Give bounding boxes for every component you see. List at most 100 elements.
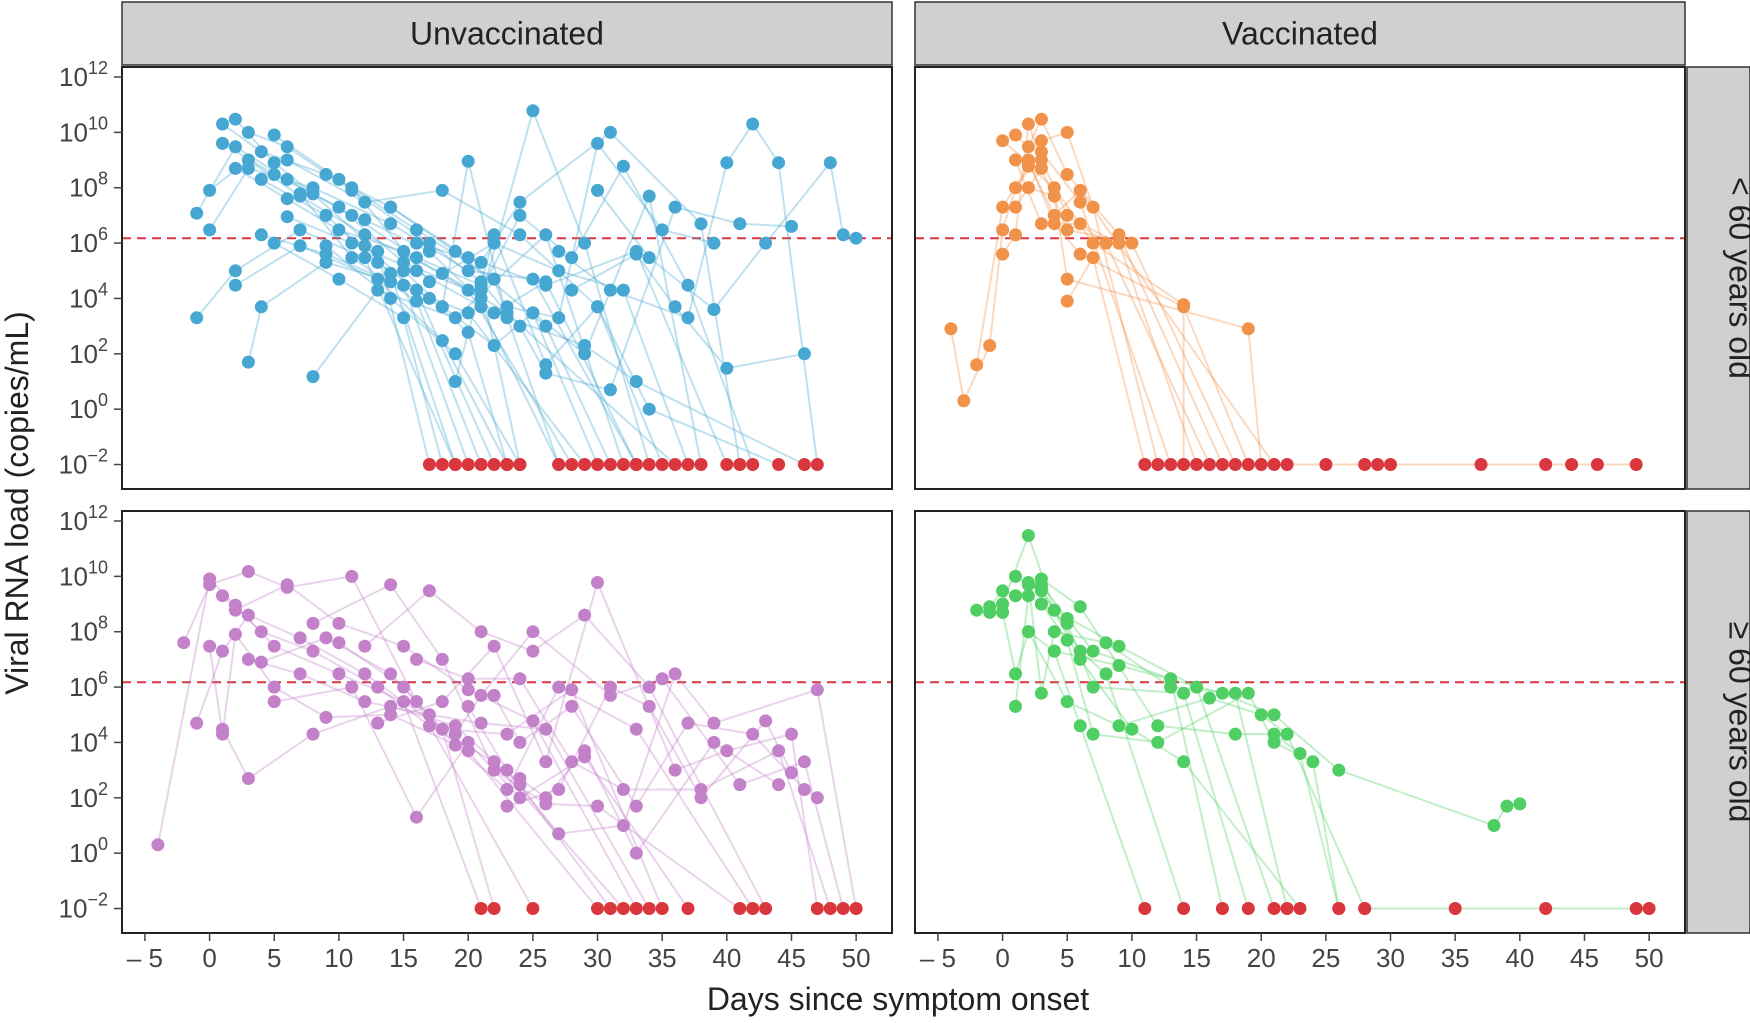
negative-point (1629, 458, 1643, 471)
data-point (254, 172, 268, 186)
y-tick-label: 106 (69, 668, 108, 702)
data-point (733, 778, 747, 792)
data-point (487, 688, 501, 702)
data-point (1086, 680, 1100, 694)
data-point (526, 104, 540, 118)
data-point (461, 325, 475, 339)
data-point (1060, 294, 1074, 308)
data-point (1073, 247, 1087, 261)
negative-point (448, 458, 462, 471)
y-tick-label: 108 (69, 613, 108, 647)
data-point (500, 783, 514, 796)
negative-point (500, 458, 514, 471)
y-tick-label: 108 (69, 169, 108, 203)
data-point (1228, 727, 1242, 741)
panel (914, 510, 1686, 934)
data-point (707, 236, 721, 250)
negative-point (629, 458, 643, 471)
y-tick-label: 102 (69, 779, 108, 813)
panel (914, 66, 1686, 490)
negative-point (1474, 458, 1488, 471)
data-point (228, 603, 242, 617)
data-point (513, 772, 527, 785)
data-point (996, 223, 1010, 237)
trajectory-line (493, 694, 818, 808)
data-point (435, 722, 449, 736)
data-point (539, 228, 553, 242)
data-point (513, 791, 527, 805)
data-point (228, 112, 242, 126)
data-point (1125, 722, 1139, 736)
negative-point (616, 902, 630, 915)
data-point (461, 683, 475, 697)
data-point (772, 744, 786, 758)
data-point (1073, 195, 1087, 209)
data-point (526, 306, 540, 320)
data-point (552, 244, 566, 258)
x-tick-label: 25 (518, 943, 547, 973)
data-point (970, 603, 984, 617)
negative-point (720, 458, 734, 471)
data-point (293, 631, 307, 645)
data-point (1513, 797, 1527, 811)
x-tick-label: – 5 (920, 943, 956, 973)
data-point (474, 255, 488, 269)
data-point (1164, 680, 1178, 694)
data-point (603, 283, 617, 297)
data-point (358, 695, 372, 709)
data-point (759, 236, 773, 250)
data-point (280, 153, 294, 167)
data-point (1086, 727, 1100, 741)
x-tick-label: 10 (1117, 943, 1146, 973)
data-point (642, 402, 656, 416)
x-tick-label: 30 (1376, 943, 1405, 973)
x-tick-label: 0 (202, 943, 216, 973)
negative-point (1642, 902, 1656, 915)
data-point (1293, 747, 1307, 760)
data-point (526, 272, 540, 286)
panel (121, 510, 893, 934)
data-point (448, 244, 462, 258)
data-point (1086, 644, 1100, 658)
negative-point (1590, 458, 1604, 471)
data-point (539, 722, 553, 736)
data-point (1190, 680, 1204, 694)
data-point (1332, 763, 1346, 777)
data-point (655, 223, 669, 237)
data-point (539, 275, 553, 289)
data-point (1021, 589, 1035, 603)
data-point (694, 791, 708, 805)
data-point (384, 699, 398, 713)
data-point (746, 727, 760, 741)
data-point (539, 755, 553, 769)
negative-point (1280, 902, 1294, 915)
y-tick-label: 1010 (59, 557, 108, 591)
data-point (552, 827, 566, 841)
data-point (1060, 168, 1074, 181)
trajectory-line (261, 233, 586, 466)
x-tick-label: 45 (777, 943, 806, 973)
data-point (397, 311, 411, 325)
data-point (810, 791, 824, 805)
data-point (681, 278, 695, 292)
data-point (1047, 208, 1061, 222)
negative-point (1177, 458, 1191, 471)
x-tick-label: 20 (454, 943, 483, 973)
data-point (513, 208, 527, 222)
data-point (565, 699, 579, 713)
data-point (216, 136, 229, 150)
negative-point (526, 902, 540, 915)
data-point (410, 264, 423, 278)
data-point (1060, 616, 1074, 630)
data-point (345, 680, 359, 694)
data-point (578, 744, 592, 758)
data-point (306, 644, 320, 658)
data-point (254, 300, 268, 314)
data-point (957, 394, 971, 408)
negative-point (1267, 902, 1281, 915)
data-point (1060, 125, 1074, 139)
data-point (345, 569, 359, 583)
negative-point (746, 458, 760, 471)
negative-point (1629, 902, 1643, 915)
